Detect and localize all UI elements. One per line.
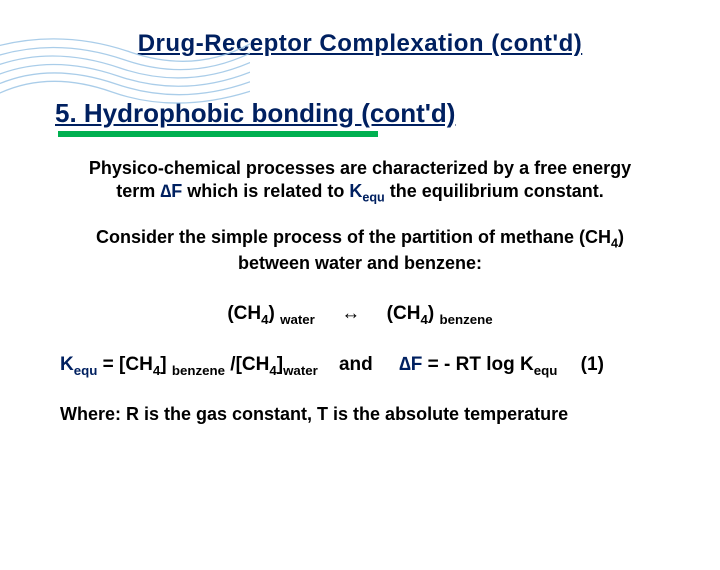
equation-number: (1) (581, 354, 604, 376)
kequ-den-phase: water (283, 363, 318, 378)
partition-equation: (CH4) water ↔ (CH4) benzene (0, 303, 720, 327)
kequ-equation: Kequ = [CH4] benzene /[CH4]water and ∆F … (60, 354, 720, 378)
delta-f-letter: F (171, 181, 182, 201)
kequ-slash: /[CH (225, 354, 269, 375)
para1-mid2: the equilibrium constant. (385, 181, 604, 201)
part-right-open: (CH (387, 303, 421, 324)
kequ-and: and (339, 354, 373, 375)
section-underline (58, 131, 378, 137)
kequ-sub: equ (362, 190, 384, 204)
part-right-phase: benzene (439, 311, 492, 326)
kequ-k-sub: equ (74, 363, 98, 378)
kequ-sym: K (349, 181, 362, 201)
para2-ch4-sub: 4 (611, 236, 618, 250)
kequ-rhs: = - RT log K (422, 354, 533, 375)
slide-title: Drug-Receptor Complexation (cont'd) (0, 30, 720, 58)
part-right-close: ) (428, 303, 440, 324)
para1-mid: which is related to (182, 181, 349, 201)
part-right-sub: 4 (420, 311, 427, 326)
kequ-df-sym: ∆ (399, 354, 411, 375)
kequ-eq: = [CH (97, 354, 152, 375)
part-left-open: (CH (227, 303, 261, 324)
kequ-num-phase: benzene (172, 363, 225, 378)
footer-where: Where: R is the gas constant, T is the a… (60, 404, 720, 425)
part-left-phase: water (280, 311, 315, 326)
kequ-rhs-sub: equ (534, 363, 558, 378)
kequ-den-sub: 4 (269, 363, 276, 378)
section-heading: 5. Hydrophobic bonding (cont'd) (55, 98, 720, 129)
paragraph-partition: Consider the simple process of the parti… (0, 226, 720, 275)
part-left-sub: 4 (261, 311, 268, 326)
kequ-df-letter: F (411, 354, 423, 375)
kequ-k: K (60, 354, 74, 375)
delta-sym: ∆ (160, 181, 171, 201)
partition-arrow: ↔ (341, 303, 360, 324)
para2-pre: Consider the simple process of the parti… (96, 227, 611, 247)
paragraph-free-energy: Physico-chemical processes are character… (0, 157, 720, 206)
part-left-close: ) (269, 303, 281, 324)
kequ-num-close: ] (160, 354, 172, 375)
